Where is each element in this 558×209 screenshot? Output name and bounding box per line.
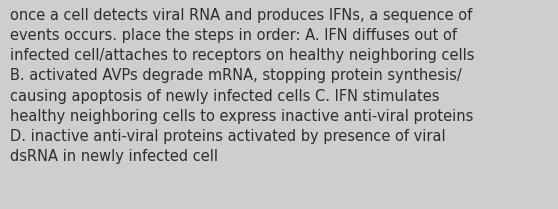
Text: once a cell detects viral RNA and produces IFNs, a sequence of
events occurs. pl: once a cell detects viral RNA and produc… (10, 8, 474, 164)
